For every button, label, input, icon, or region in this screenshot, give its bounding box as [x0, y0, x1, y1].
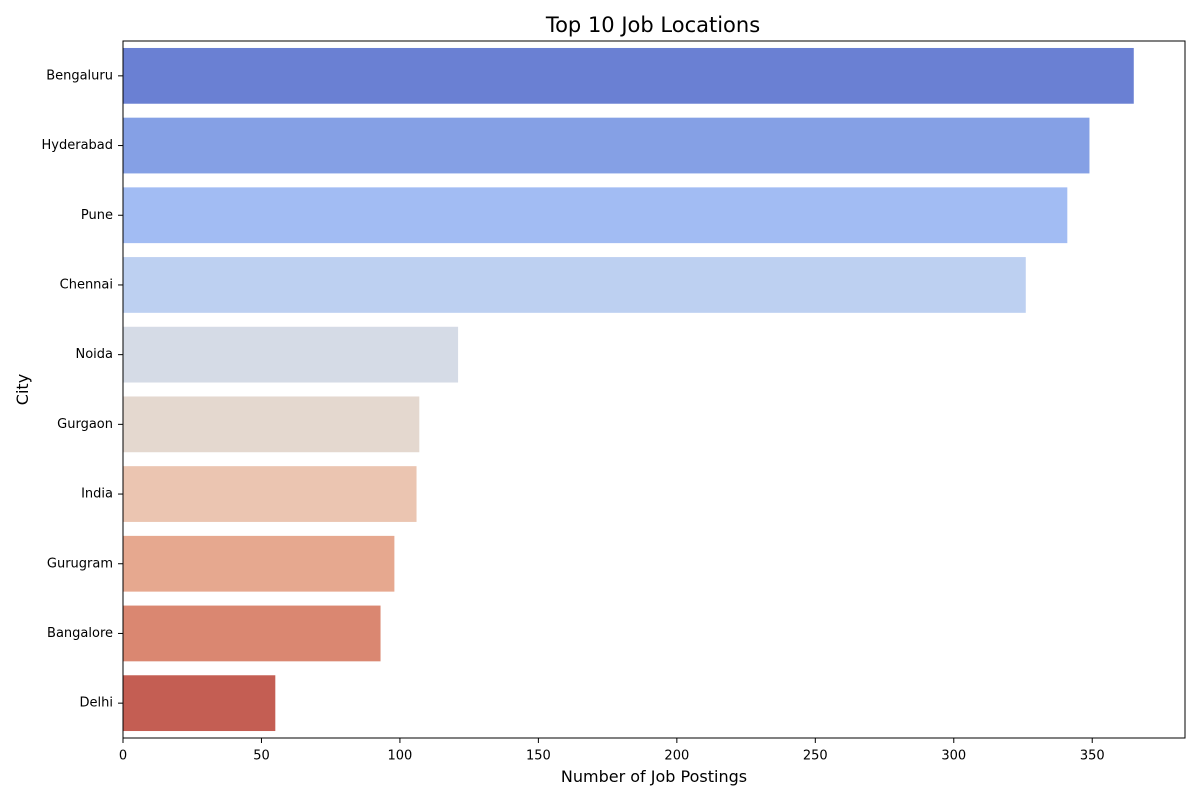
x-tick-label-100: 100 — [388, 749, 413, 764]
y-tick-label-delhi: Delhi — [80, 696, 113, 711]
y-tick-label-gurugram: Gurugram — [47, 556, 113, 571]
x-tick-label-250: 250 — [803, 749, 828, 764]
bar-pune — [123, 187, 1068, 244]
bars-layer — [123, 47, 1134, 732]
bar-gurgaon — [123, 396, 420, 453]
bar-noida — [123, 326, 459, 383]
x-tick-label-50: 50 — [253, 749, 270, 764]
y-tick-label-pune: Pune — [81, 208, 113, 223]
x-tick-label-150: 150 — [526, 749, 551, 764]
x-tick-label-350: 350 — [1080, 749, 1105, 764]
bar-gurugram — [123, 535, 395, 592]
x-tick-label-300: 300 — [941, 749, 966, 764]
bar-delhi — [123, 675, 276, 732]
bar-chennai — [123, 257, 1026, 313]
chart-title: Top 10 Job Locations — [545, 13, 760, 37]
x-axis-label: Number of Job Postings — [561, 767, 747, 786]
plot-frame — [122, 40, 1186, 739]
bar-india — [123, 466, 417, 522]
y-tick-label-india: India — [81, 487, 113, 502]
y-tick-label-gurgaon: Gurgaon — [57, 417, 113, 432]
y-tick-label-hyderabad: Hyderabad — [42, 138, 114, 153]
x-tick-label-0: 0 — [119, 749, 127, 764]
y-axis-label: City — [13, 374, 32, 405]
y-tick-label-bangalore: Bangalore — [47, 626, 113, 641]
bar-hyderabad — [123, 117, 1090, 174]
y-axis-ticks: Bengaluru Hyderabad Pune Chennai Noida Gurgao… — [42, 68, 123, 711]
y-tick-label-bengaluru: Bengaluru — [46, 68, 113, 83]
bar-bengaluru — [123, 47, 1134, 104]
bar-bangalore — [123, 605, 381, 662]
x-axis-ticks: 0 50 100 150 200 250 300 350 — [119, 738, 1105, 764]
y-tick-label-chennai: Chennai — [60, 277, 113, 292]
x-tick-label-200: 200 — [664, 749, 689, 764]
y-tick-label-noida: Noida — [75, 347, 113, 362]
